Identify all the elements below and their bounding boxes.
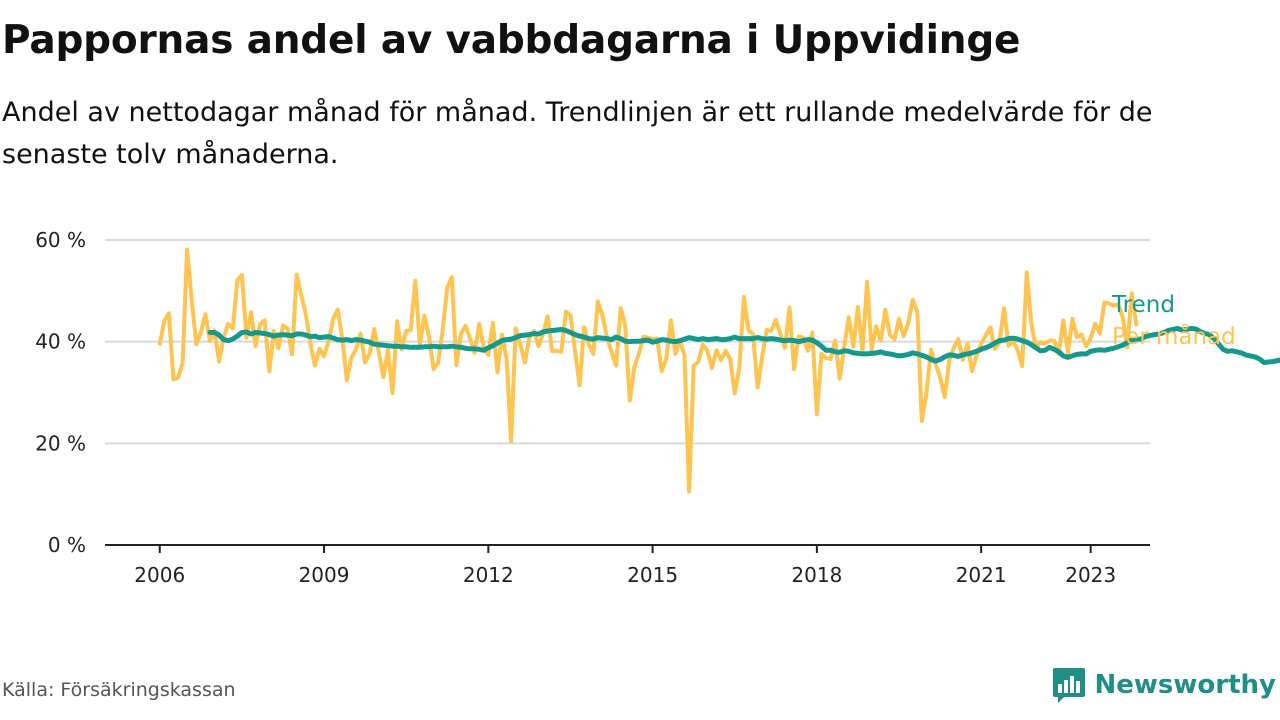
brand-logo[interactable]: Newsworthy [1052,665,1276,705]
axis-layer: 0 % 20 % 40 % 60 % 2006 2009 2012 2015 2018 2021 2… [35,228,1150,587]
x-tick-label: 2009 [299,563,350,587]
series-line-per-manad [157,247,1139,494]
chart-subtitle: Andel av nettodagar månad för månad. Tre… [2,97,1153,170]
legend-label-monthly: Per månad [1112,322,1236,350]
x-tick-label: 2012 [463,563,514,587]
x-tick-label: 2023 [1065,563,1116,587]
series-line-trend [207,325,1280,365]
x-tick-label: 2015 [627,563,678,587]
y-tick-label: 40 % [35,330,86,354]
x-tick-label: 2021 [956,563,1007,587]
x-tick-label: 2006 [134,563,185,587]
x-tick-label: 2018 [791,563,842,587]
chart-title: Pappornas andel av vabbdagarna i Uppvidi… [2,18,1021,63]
legend-layer: Trend Per månad [1111,292,1236,350]
legend-label-trend: Trend [1111,292,1175,318]
brand-name: Newsworthy [1094,670,1276,700]
y-tick-label: 20 % [35,431,86,455]
y-tick-label: 60 % [35,228,86,252]
series-layer [157,247,1280,494]
y-tick-label: 0 % [48,533,86,557]
newsworthy-logo-icon [1052,668,1085,703]
source-note: Källa: Försäkringskassan [2,679,236,701]
